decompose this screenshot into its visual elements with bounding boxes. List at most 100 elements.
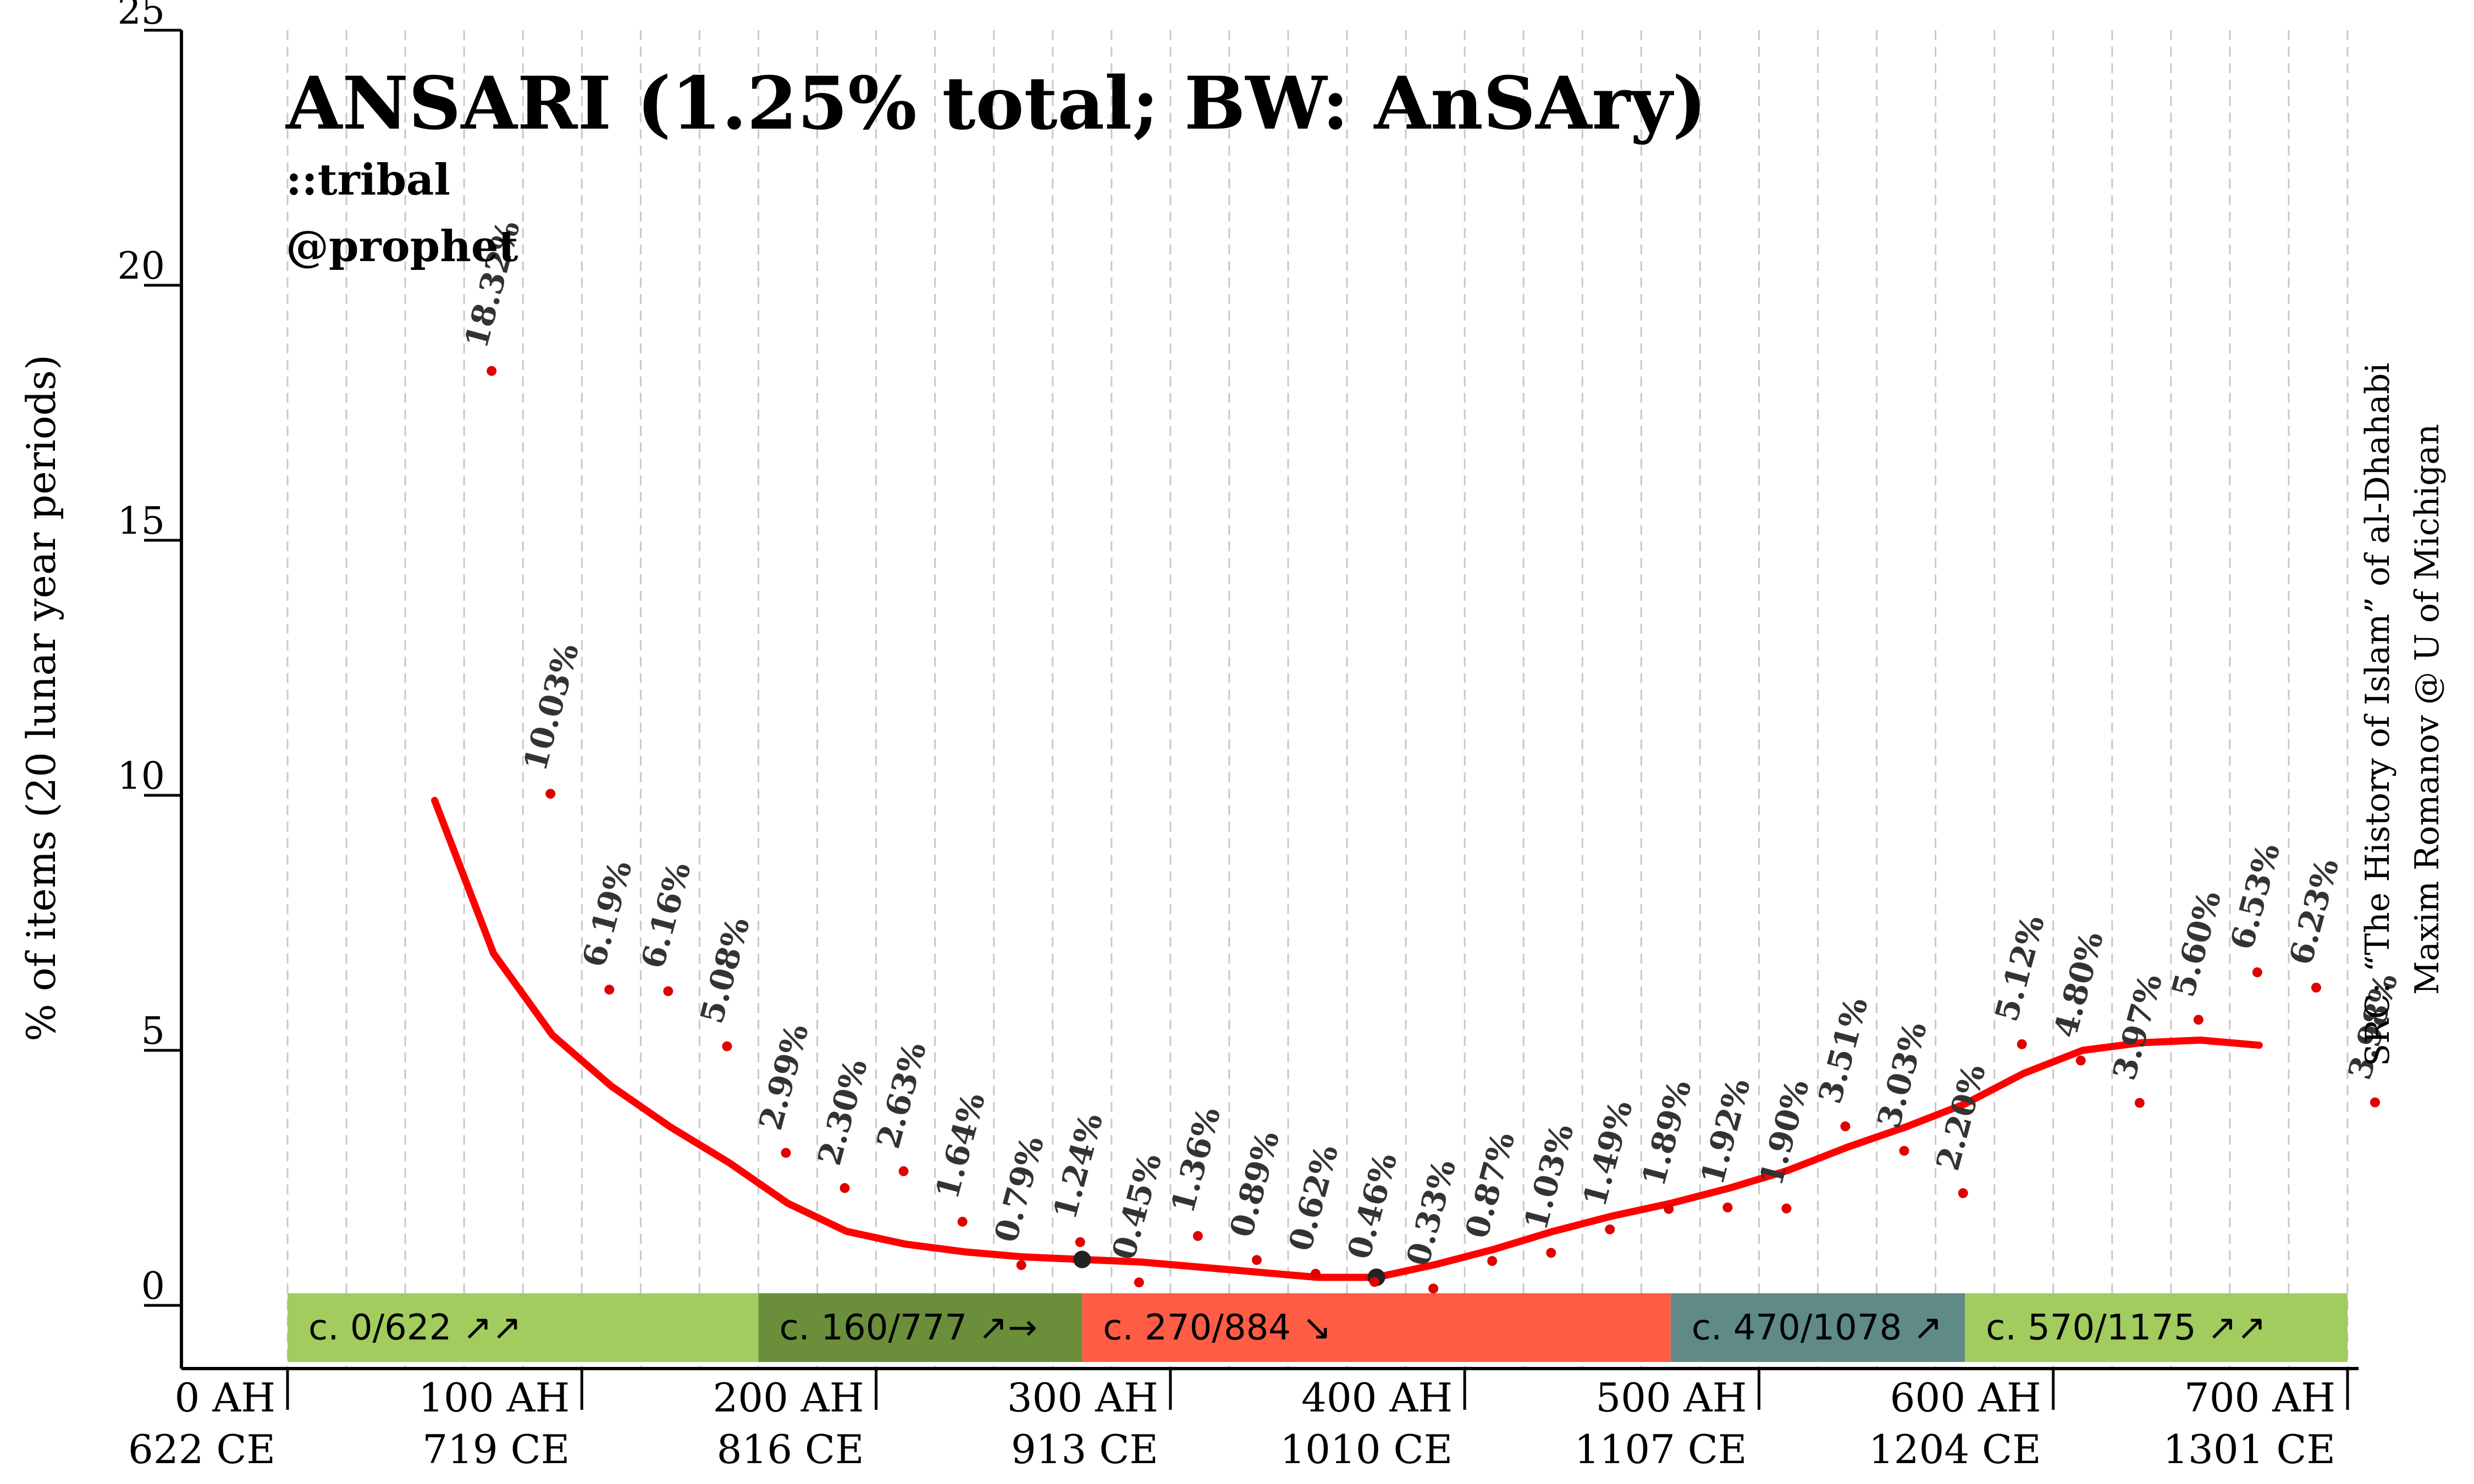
- x-tick-label-ah: 500 AH: [1595, 1375, 1747, 1421]
- data-label: 1.24%: [1046, 1109, 1111, 1223]
- data-label: 1.64%: [928, 1089, 992, 1203]
- data-point: [1899, 1145, 1909, 1156]
- data-label: 6.23%: [2282, 855, 2346, 968]
- axes: [180, 30, 2359, 1370]
- period-band: [1965, 1293, 2348, 1362]
- y-tick-label: 25: [117, 0, 165, 33]
- data-point: [487, 366, 497, 376]
- y-tick-label: 15: [117, 500, 165, 543]
- source-line-1: SRC: “The History of Islam” of al-Dhahab…: [2359, 363, 2397, 1066]
- period-label: c. 160/777 ↗→: [779, 1308, 1037, 1348]
- title-block: ANSARI (1.25% total; BW: AnSAry) ::triba…: [286, 60, 1707, 280]
- data-point: [1310, 1269, 1321, 1279]
- data-point: [1487, 1256, 1498, 1266]
- data-point: [1428, 1283, 1439, 1294]
- data-label: 0.45%: [1105, 1150, 1169, 1264]
- y-tick-label: 5: [141, 1010, 165, 1053]
- x-tick-label-ah: 100 AH: [418, 1375, 570, 1421]
- data-label: 5.08%: [693, 913, 757, 1027]
- data-point: [1192, 1231, 1203, 1241]
- data-point: [1605, 1224, 1615, 1234]
- data-point: [957, 1216, 968, 1227]
- data-point: [898, 1166, 909, 1176]
- data-label: 3.51%: [1811, 994, 1875, 1108]
- data-point: [1781, 1203, 1792, 1214]
- data-label: 4.80%: [2047, 928, 2111, 1042]
- data-label: 0.33%: [1399, 1156, 1464, 1270]
- x-tick-label-ce: 1204 CE: [1869, 1426, 2041, 1472]
- x-tick-label-ce: 816 CE: [717, 1426, 864, 1472]
- data-label: 0.46%: [1340, 1149, 1405, 1263]
- y-tick-label: 0: [141, 1265, 165, 1308]
- data-label: 3.97%: [2106, 970, 2170, 1084]
- x-tick-label-ce: 1010 CE: [1280, 1426, 1453, 1472]
- data-point: [545, 789, 556, 799]
- period-label: c. 570/1175 ↗↗: [1986, 1308, 2266, 1348]
- data-point: [722, 1041, 732, 1051]
- period-band: [1082, 1293, 1671, 1362]
- x-tick-label-ah: 0 AH: [175, 1375, 275, 1421]
- data-point: [604, 984, 615, 995]
- data-label: 6.19%: [575, 857, 639, 971]
- data-point: [2017, 1039, 2027, 1049]
- data-label: 2.99%: [752, 1020, 816, 1134]
- data-label: 6.16%: [634, 859, 698, 972]
- data-label: 0.79%: [987, 1132, 1052, 1246]
- period-band: [288, 1293, 759, 1362]
- data-point: [2134, 1098, 2145, 1108]
- data-label: 0.89%: [1223, 1127, 1287, 1241]
- data-point: [2311, 982, 2321, 993]
- data-label: 3.03%: [1870, 1018, 1934, 1132]
- period-label: c. 470/1078 ↗: [1692, 1308, 1942, 1348]
- x-tick-label-ah: 200 AH: [713, 1375, 864, 1421]
- data-point: [2370, 1097, 2380, 1108]
- tag-tribal: ::tribal: [286, 155, 451, 206]
- data-point: [1016, 1260, 1026, 1270]
- data-label: 2.63%: [869, 1038, 934, 1152]
- data-label: 5.60%: [2164, 887, 2229, 1001]
- x-tick-label-ce: 1301 CE: [2163, 1426, 2335, 1472]
- data-label: 0.62%: [1282, 1141, 1346, 1255]
- data-point: [1075, 1237, 1085, 1247]
- data-label: 10.03%: [516, 640, 586, 775]
- data-point: [781, 1148, 791, 1158]
- data-label: 5.12%: [1987, 911, 2052, 1025]
- y-tick-label: 10: [117, 755, 165, 798]
- data-point: [1664, 1204, 1674, 1214]
- data-point: [1134, 1277, 1144, 1288]
- y-axis-label: % of items (20 lunar year periods): [18, 355, 64, 1042]
- x-tick-label-ce: 1107 CE: [1575, 1426, 1747, 1472]
- data-label: 6.53%: [2223, 839, 2288, 953]
- data-point: [1546, 1248, 1556, 1258]
- data-point: [1958, 1188, 1968, 1198]
- x-tick-label-ah: 300 AH: [1007, 1375, 1158, 1421]
- data-label: 1.03%: [1517, 1120, 1581, 1234]
- period-label: c. 0/622 ↗↗: [308, 1308, 522, 1348]
- data-label: 1.36%: [1164, 1103, 1228, 1217]
- period-band: [758, 1293, 1083, 1362]
- x-tick-label-ce: 719 CE: [422, 1426, 570, 1472]
- gridlines: [286, 30, 2349, 1369]
- source-note: SRC: “The History of Islam” of al-Dhahab…: [2359, 363, 2447, 1066]
- x-tick-label-ce: 913 CE: [1011, 1426, 1158, 1472]
- data-point: [2193, 1015, 2204, 1025]
- trend-line-path: [431, 796, 2263, 1281]
- data-point: [1251, 1255, 1262, 1265]
- y-tick-label: 20: [117, 245, 165, 288]
- data-label: 1.49%: [1576, 1097, 1640, 1210]
- trend-marker: [1073, 1250, 1091, 1269]
- data-point: [2252, 967, 2262, 978]
- data-label: 1.90%: [1752, 1076, 1816, 1189]
- data-label: 2.30%: [810, 1055, 875, 1169]
- data-label: 0.87%: [1458, 1128, 1522, 1242]
- period-bands: c. 0/622 ↗↗ c. 160/777 ↗→ c. 270/884 ↘ c. 4…: [288, 1293, 2348, 1362]
- chart-title: ANSARI (1.25% total; BW: AnSAry): [286, 61, 1707, 146]
- data-point: [2075, 1055, 2086, 1066]
- period-label: c. 270/884 ↘: [1103, 1308, 1332, 1348]
- y-ticks: 0 5 10 15 20 25: [117, 0, 181, 1308]
- x-tick-label-ce: 622 CE: [128, 1426, 275, 1472]
- data-point: [1840, 1121, 1851, 1132]
- tag-prophet: @prophet: [286, 222, 518, 272]
- source-line-2: Maxim Romanov @ U of Michigan: [2408, 424, 2447, 995]
